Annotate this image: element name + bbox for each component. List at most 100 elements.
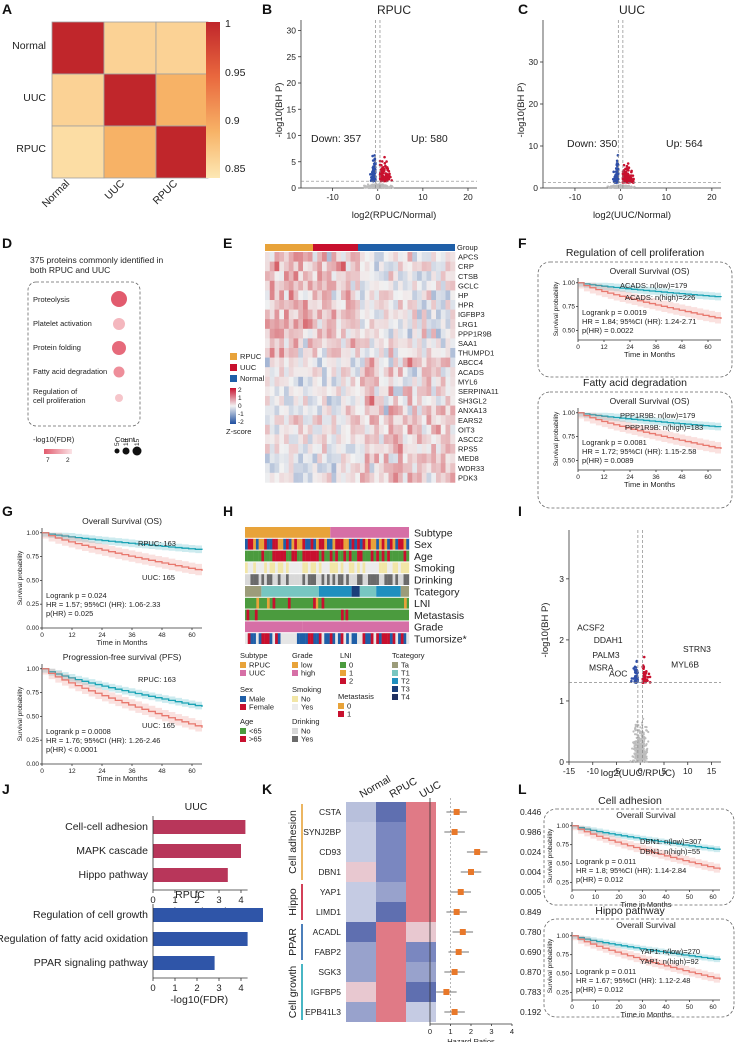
heatmap-e-cell <box>317 290 323 301</box>
clinical-track-label: Smoking <box>414 563 455 575</box>
volcano-point-ns <box>644 725 647 729</box>
clinical-track-cell <box>294 633 298 644</box>
heatmap-e-cell <box>374 300 380 310</box>
heatmap-e-cell <box>345 434 351 445</box>
volcano-point-up <box>387 178 390 181</box>
clinical-track-cell <box>313 562 317 574</box>
clinical-track-cell <box>245 574 248 585</box>
km-y-tick-label: 0.50 <box>26 577 39 584</box>
bar-j-x-tick-label: 3 <box>216 983 221 994</box>
heatmap-e-cell <box>360 376 366 387</box>
clinical-track-cell <box>381 633 385 644</box>
heatmap-e-cell <box>431 367 437 378</box>
panel-label-b: B <box>262 1 272 17</box>
heatmap-e-cell <box>279 396 285 406</box>
heatmap-e-cell <box>355 338 361 349</box>
clinical-track-cell <box>275 550 278 562</box>
clinical-track-cell <box>346 633 350 644</box>
heatmap-e-cell <box>355 463 361 474</box>
heatmap-e-gene-label: WDR33 <box>458 464 484 473</box>
heatmap-e-cell <box>421 328 427 339</box>
heatmap-e-cell <box>379 300 385 310</box>
heatmap-e-cell <box>417 271 423 282</box>
forest-k-pvalue: 0.192 <box>520 1007 542 1017</box>
km-y-tick-label: 0.50 <box>26 713 39 720</box>
volcano-point-up <box>626 172 630 176</box>
heatmap-e-cell <box>364 376 370 387</box>
heatmap-e-legend-swatch-uuc <box>230 364 237 371</box>
clinical-track-label: Sex <box>414 539 433 551</box>
heatmap-e-cell <box>421 396 427 406</box>
heatmap-e-cell <box>341 319 347 330</box>
volcano-point-ns <box>608 186 611 189</box>
heatmap-e-cell <box>350 271 356 282</box>
heatmap-e-cell <box>322 280 328 291</box>
heatmap-e-cell <box>407 338 413 349</box>
heatmap-k-cell <box>346 802 376 822</box>
heatmap-e-cell <box>412 357 418 368</box>
heatmap-e-cell <box>445 424 451 435</box>
clinical-track-cell <box>324 550 328 562</box>
heatmap-e-cell <box>317 424 323 435</box>
clinical-track-label: Grade <box>414 622 443 634</box>
heatmap-e-cell <box>288 376 294 387</box>
heatmap-e-cell <box>445 434 451 445</box>
clinical-track-cell <box>378 562 382 574</box>
heatmap-e-cell <box>426 290 432 301</box>
volcano-i-gene-label: MYL6B <box>671 659 699 669</box>
heatmap-e-cell <box>274 357 280 368</box>
clinical-track-cell <box>261 538 265 550</box>
km-x-tick-label: 60 <box>709 894 717 901</box>
heatmap-e-cell <box>269 453 275 464</box>
clinical-track-cell <box>245 633 248 644</box>
heatmap-e-cell <box>284 424 290 435</box>
heatmap-e-cell <box>440 386 446 397</box>
clinical-track-cell <box>373 633 377 644</box>
heatmap-e-cell <box>369 463 375 474</box>
heatmap-e-cell <box>450 434 456 445</box>
heatmap-e-cell <box>407 453 413 464</box>
heatmap-e-cell <box>360 300 366 310</box>
heatmap-e-cell <box>303 396 309 406</box>
heatmap-e-cell <box>431 472 437 483</box>
volcano-point-down <box>374 162 377 166</box>
heatmap-e-cell <box>331 424 337 435</box>
bar-j-group-title: RPUC <box>175 889 205 901</box>
heatmap-e-cell <box>360 434 366 445</box>
heatmap-e-cell <box>388 386 394 397</box>
km-x-tick-label: 36 <box>128 768 136 775</box>
heatmap-e-cell <box>279 424 285 435</box>
heatmap-e-cell <box>317 348 323 358</box>
heatmap-e-cell <box>298 309 304 320</box>
clinical-track-cell <box>246 609 250 621</box>
heatmap-e-cell <box>388 328 394 339</box>
volcano-point-down <box>630 679 633 683</box>
heatmap-e-cell <box>336 338 342 349</box>
heatmap-e-cell <box>293 357 299 368</box>
clinical-track-cell <box>316 633 319 644</box>
heatmap-e-cell <box>355 396 361 406</box>
volcano-b-down-count: Down: 357 <box>311 133 361 145</box>
clinical-track-cell <box>253 574 257 585</box>
heatmap-e-cell <box>303 415 309 426</box>
heatmap-e-cell <box>307 271 313 282</box>
heatmap-e-cell <box>303 424 309 435</box>
heatmap-e-cell <box>298 415 304 426</box>
heatmap-e-cell <box>298 444 304 454</box>
heatmap-e-cell <box>274 280 280 291</box>
clinical-track-cell <box>277 633 281 644</box>
heatmap-e-cell <box>303 261 309 272</box>
dotplot-d-count-tick: 10 <box>123 438 130 446</box>
heatmap-e-gene-label: APCS <box>458 253 478 262</box>
heatmap-e-cell <box>312 357 318 368</box>
heatmap-e-cell <box>298 252 304 262</box>
heatmap-e-cell <box>379 434 385 445</box>
clinical-track-cell <box>318 633 322 644</box>
clinical-track-cell <box>261 574 265 585</box>
volcano-point-up <box>385 166 389 169</box>
heatmap-e-cell <box>279 271 285 282</box>
km-stat-text: p(HR) < 0.0001 <box>46 745 98 754</box>
forest-k-pvalue: 0.446 <box>520 807 542 817</box>
heatmap-e-cell <box>350 338 356 349</box>
km-x-tick-label: 12 <box>600 474 608 481</box>
